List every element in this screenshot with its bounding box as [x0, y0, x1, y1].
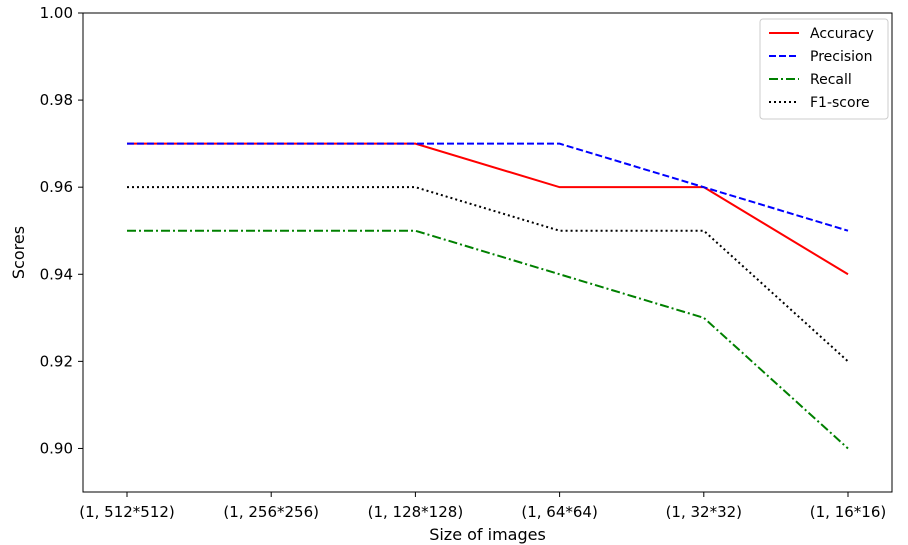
legend: Accuracy Precision Recall F1-score: [759, 18, 889, 120]
x-axis: (1, 512*512) (1, 256*256) (1, 128*128) (1, …: [79, 492, 886, 521]
legend-label-accuracy: Accuracy: [810, 26, 874, 42]
x-tick-label: (1, 256*256): [223, 503, 319, 521]
series-lines: [127, 142, 849, 450]
y-tick-label: 0.94: [40, 265, 73, 283]
x-axis-label: Size of images: [429, 525, 546, 544]
y-axis-label: Scores: [9, 226, 28, 279]
y-tick-label: 0.92: [40, 352, 73, 370]
y-tick-label: 0.90: [40, 439, 73, 457]
x-tick-label: (1, 512*512): [79, 503, 175, 521]
y-axis: 0.90 0.92 0.94 0.96 0.98 1.00: [40, 4, 83, 457]
y-tick-label: 0.98: [40, 91, 73, 109]
series-line-precision: [127, 142, 849, 232]
x-tick-label: (1, 16*16): [810, 503, 886, 521]
y-tick-label: 1.00: [40, 4, 73, 22]
series-line-accuracy: [127, 142, 849, 276]
x-tick-label: (1, 64*64): [521, 503, 597, 521]
plot-area-frame: [82, 12, 893, 493]
legend-box: [759, 18, 889, 120]
legend-label-recall: Recall: [810, 72, 852, 88]
x-tick-label: (1, 32*32): [666, 503, 742, 521]
x-tick-label: (1, 128*128): [368, 503, 464, 521]
y-tick-label: 0.96: [40, 178, 73, 196]
series-line-recall: [127, 229, 849, 450]
legend-label-precision: Precision: [810, 49, 872, 65]
legend-label-f1-score: F1-score: [810, 95, 870, 111]
series-line-f1-score: [127, 186, 849, 363]
